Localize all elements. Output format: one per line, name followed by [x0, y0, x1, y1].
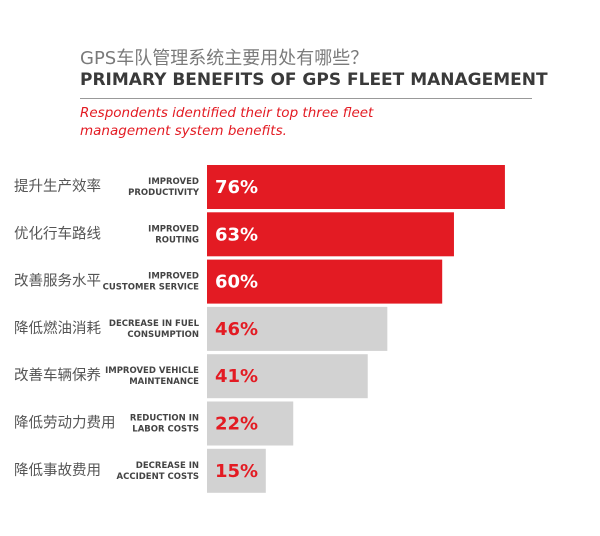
- category-label-en: PRODUCTIVITY: [128, 188, 200, 198]
- bar: [207, 165, 505, 209]
- value-label: 15%: [215, 461, 258, 482]
- value-label: 41%: [215, 366, 258, 387]
- category-label-en: DECREASE IN FUEL: [109, 319, 200, 329]
- subtitle: Respondents identified their top three f…: [80, 105, 374, 139]
- title-rule: [80, 98, 532, 99]
- bar: [207, 354, 368, 399]
- category-label-en: LABOR COSTS: [132, 425, 199, 435]
- category-label-en: DECREASE IN: [136, 461, 199, 471]
- chart-title: PRIMARY BENEFITS OF GPS FLEET MANAGEMENT: [80, 70, 548, 90]
- bar: [207, 306, 388, 351]
- category-label: 提升生产效率: [14, 178, 101, 195]
- bar: [207, 401, 294, 446]
- category-label: 降低事故费用: [14, 462, 101, 479]
- bar: [207, 448, 266, 493]
- category-label: 降低燃油消耗: [14, 319, 101, 337]
- value-label: 22%: [215, 414, 258, 435]
- category-label-en: ACCIDENT COSTS: [117, 472, 199, 482]
- value-label: 76%: [215, 177, 258, 198]
- category-label: 降低劳动力费用: [14, 415, 116, 432]
- category-label-en: CONSUMPTION: [127, 330, 199, 340]
- category-label-en: REDUCTION IN: [130, 414, 199, 424]
- category-label-en: IMPROVED: [148, 272, 199, 282]
- value-label: 60%: [215, 272, 258, 293]
- value-label: 46%: [215, 319, 258, 340]
- chinese-title: GPS车队管理系统主要用处有哪些？: [80, 48, 369, 69]
- bar: [207, 212, 454, 257]
- category-label: 改善车辆保养: [14, 367, 101, 384]
- category-label-en: MAINTENANCE: [129, 377, 199, 387]
- category-label-en: CUSTOMER SERVICE: [103, 283, 200, 293]
- bar: [207, 259, 443, 304]
- value-label: 63%: [215, 224, 258, 245]
- category-label: 优化行车路线: [14, 225, 101, 242]
- category-label-en: IMPROVED: [148, 224, 199, 234]
- category-label-en: IMPROVED VEHICLE: [105, 366, 199, 376]
- category-label-en: IMPROVED: [148, 177, 199, 187]
- category-label: 改善服务水平: [14, 273, 101, 290]
- category-label-en: ROUTING: [155, 235, 199, 245]
